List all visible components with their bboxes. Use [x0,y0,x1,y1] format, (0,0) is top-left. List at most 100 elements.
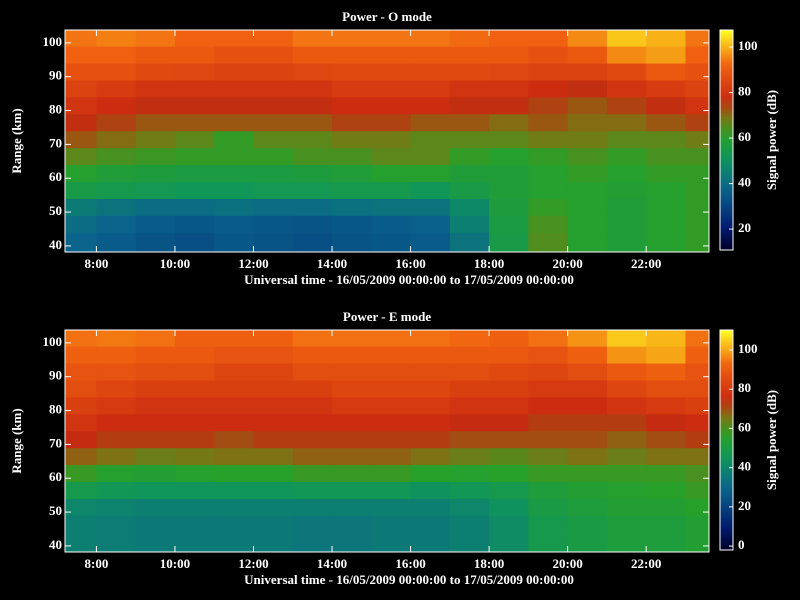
heat-cell [135,363,176,381]
x-tick-label: 8:00 [84,256,108,271]
heat-cell [135,498,176,516]
heat-cell [135,447,176,466]
heat-cell [214,481,254,499]
y-tick-label: 80 [49,102,62,117]
heat-cell [214,130,254,149]
heat-cell [449,215,490,233]
colorbar-label: Signal power (dB) [764,390,779,490]
heat-cell [410,80,451,98]
heat-cell [371,447,411,466]
heat-cell [174,63,215,81]
heat-cell [214,413,254,432]
heat-cell [567,447,608,466]
heat-cell [371,130,411,149]
heat-cell [332,498,372,516]
heat-cell [449,498,490,516]
heat-cell [528,198,569,216]
x-tick-label: 12:00 [238,556,268,571]
heat-cell [65,380,97,398]
colorbar-tick-label: 40 [738,175,751,190]
heat-cell [410,346,451,364]
heat-cell [449,346,490,364]
heat-cell [685,63,710,81]
heat-cell [332,198,372,216]
x-tick-label: 14:00 [317,556,347,571]
heat-cell [96,346,137,364]
heat-cell [96,147,137,166]
heat-cell [135,380,176,398]
heat-cell [606,97,647,115]
x-tick-label: 14:00 [317,256,347,271]
heat-cell [646,532,686,553]
heat-cell [606,46,647,64]
heat-cell [371,232,411,253]
heat-cell [135,46,176,64]
heat-cell [646,330,686,347]
heat-cell [567,430,608,449]
heat-cell [371,113,411,132]
heat-cell [96,198,137,216]
heat-cell [214,181,254,199]
heat-cell [449,397,490,415]
heat-cell [449,380,490,398]
heat-cell [685,413,710,432]
heat-cell [489,532,529,553]
heat-cell [606,515,647,533]
colorbar-tick-label: 60 [738,419,751,434]
heat-cell [96,464,137,483]
heat-cell [292,464,333,483]
heat-cell [332,46,372,64]
heat-cell [96,46,137,64]
heat-cell [606,80,647,98]
heat-cell [253,232,294,253]
heat-cell [292,413,333,432]
heat-cell [253,464,294,483]
heat-cell [174,80,215,98]
heat-cell [253,363,294,381]
y-tick-label: 40 [49,537,62,552]
heat-cell [135,481,176,499]
heat-cell [214,397,254,415]
heat-cell [174,113,215,132]
heat-cell [214,232,254,253]
heat-cell [489,346,529,364]
heat-cell [489,380,529,398]
heat-cell [489,464,529,483]
heat-cell [489,515,529,533]
heat-cell [449,464,490,483]
heat-cell [292,164,333,183]
heat-cell [410,113,451,132]
heat-cell [685,447,710,466]
heat-cell [96,532,137,553]
heat-cell [528,80,569,98]
heat-cell [174,413,215,432]
colorbar [719,329,734,551]
heat-cell [685,363,710,381]
heat-cell [65,464,97,483]
heat-cell [646,46,686,64]
heat-cell [332,147,372,166]
heat-cell [135,97,176,115]
heat-cell [65,413,97,432]
heat-cell [253,515,294,533]
heat-cell [646,515,686,533]
heat-cell [606,346,647,364]
heat-cell [646,413,686,432]
heat-cell [174,430,215,449]
y-tick-label: 90 [49,368,62,383]
heat-cell [567,380,608,398]
heat-cell [65,46,97,64]
heat-cell [646,397,686,415]
heat-cell [292,346,333,364]
heat-cell [606,130,647,149]
heat-cell [96,232,137,253]
heat-cell [332,464,372,483]
heat-cell [96,113,137,132]
heat-cell [174,232,215,253]
heat-cell [371,63,411,81]
heat-cell [410,232,451,253]
heat-cell [65,481,97,499]
x-tick-label: 22:00 [631,256,661,271]
heat-cell [174,198,215,216]
heat-cell [214,30,254,47]
